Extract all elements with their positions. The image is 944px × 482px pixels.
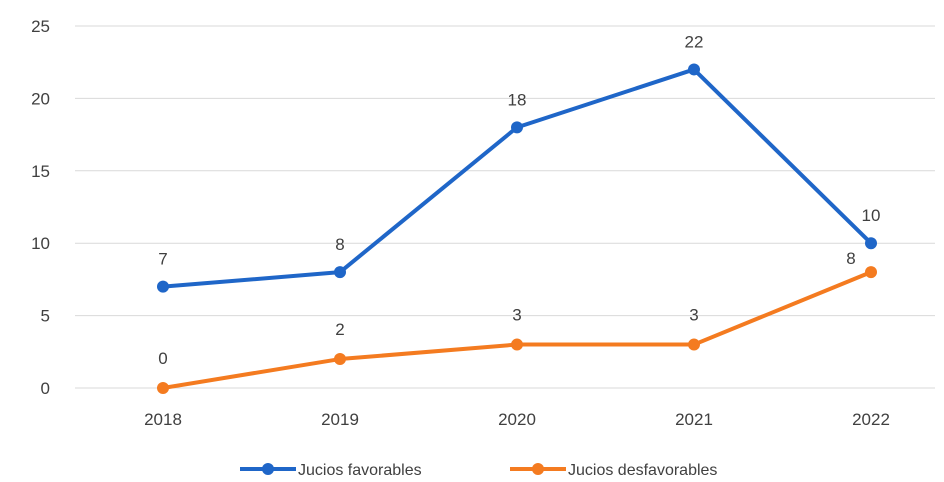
legend: Jucios favorables Jucios desfavorables (240, 462, 717, 479)
data-point (688, 338, 700, 351)
series-lines (157, 63, 877, 394)
legend-swatch-marker (532, 463, 544, 475)
data-label: 10 (862, 206, 881, 225)
data-label: 3 (512, 306, 521, 325)
data-point (157, 280, 169, 293)
data-point (334, 353, 346, 366)
data-label: 18 (508, 90, 527, 109)
legend-label: Jucios favorables (298, 462, 422, 479)
gridlines (75, 25, 935, 389)
data-point (865, 266, 877, 279)
data-label: 8 (335, 235, 344, 254)
y-tick-label: 25 (31, 17, 50, 36)
y-tick-label: 0 (41, 379, 50, 398)
data-labels: 7 8 18 22 10 0 2 3 3 8 (158, 32, 880, 368)
data-label: 22 (685, 32, 704, 51)
data-point (688, 63, 700, 76)
x-axis-ticks: 2018 2019 2020 2021 2022 (144, 410, 890, 429)
x-tick-label: 2018 (144, 410, 182, 429)
x-tick-label: 2022 (852, 410, 890, 429)
data-point (865, 237, 877, 250)
data-label: 2 (335, 320, 344, 339)
x-tick-label: 2021 (675, 410, 713, 429)
data-label: 3 (689, 306, 698, 325)
y-axis-ticks: 0 5 10 15 20 25 (31, 17, 50, 398)
x-tick-label: 2020 (498, 410, 536, 429)
data-label: 0 (158, 349, 167, 368)
y-tick-label: 10 (31, 234, 50, 253)
data-point (511, 338, 523, 351)
y-tick-label: 5 (41, 307, 50, 326)
x-tick-label: 2019 (321, 410, 359, 429)
y-tick-label: 20 (31, 89, 50, 108)
legend-swatch-marker (262, 463, 274, 475)
data-label: 7 (158, 250, 167, 269)
data-label: 8 (846, 249, 855, 268)
data-point (157, 382, 169, 394)
data-point (511, 121, 523, 134)
data-point (334, 266, 346, 279)
legend-label: Jucios desfavorables (568, 462, 717, 479)
series-line-2 (161, 270, 873, 390)
y-tick-label: 15 (31, 162, 50, 181)
